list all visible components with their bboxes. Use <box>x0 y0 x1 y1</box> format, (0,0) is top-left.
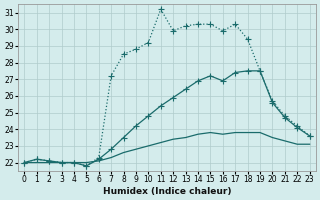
X-axis label: Humidex (Indice chaleur): Humidex (Indice chaleur) <box>103 187 231 196</box>
